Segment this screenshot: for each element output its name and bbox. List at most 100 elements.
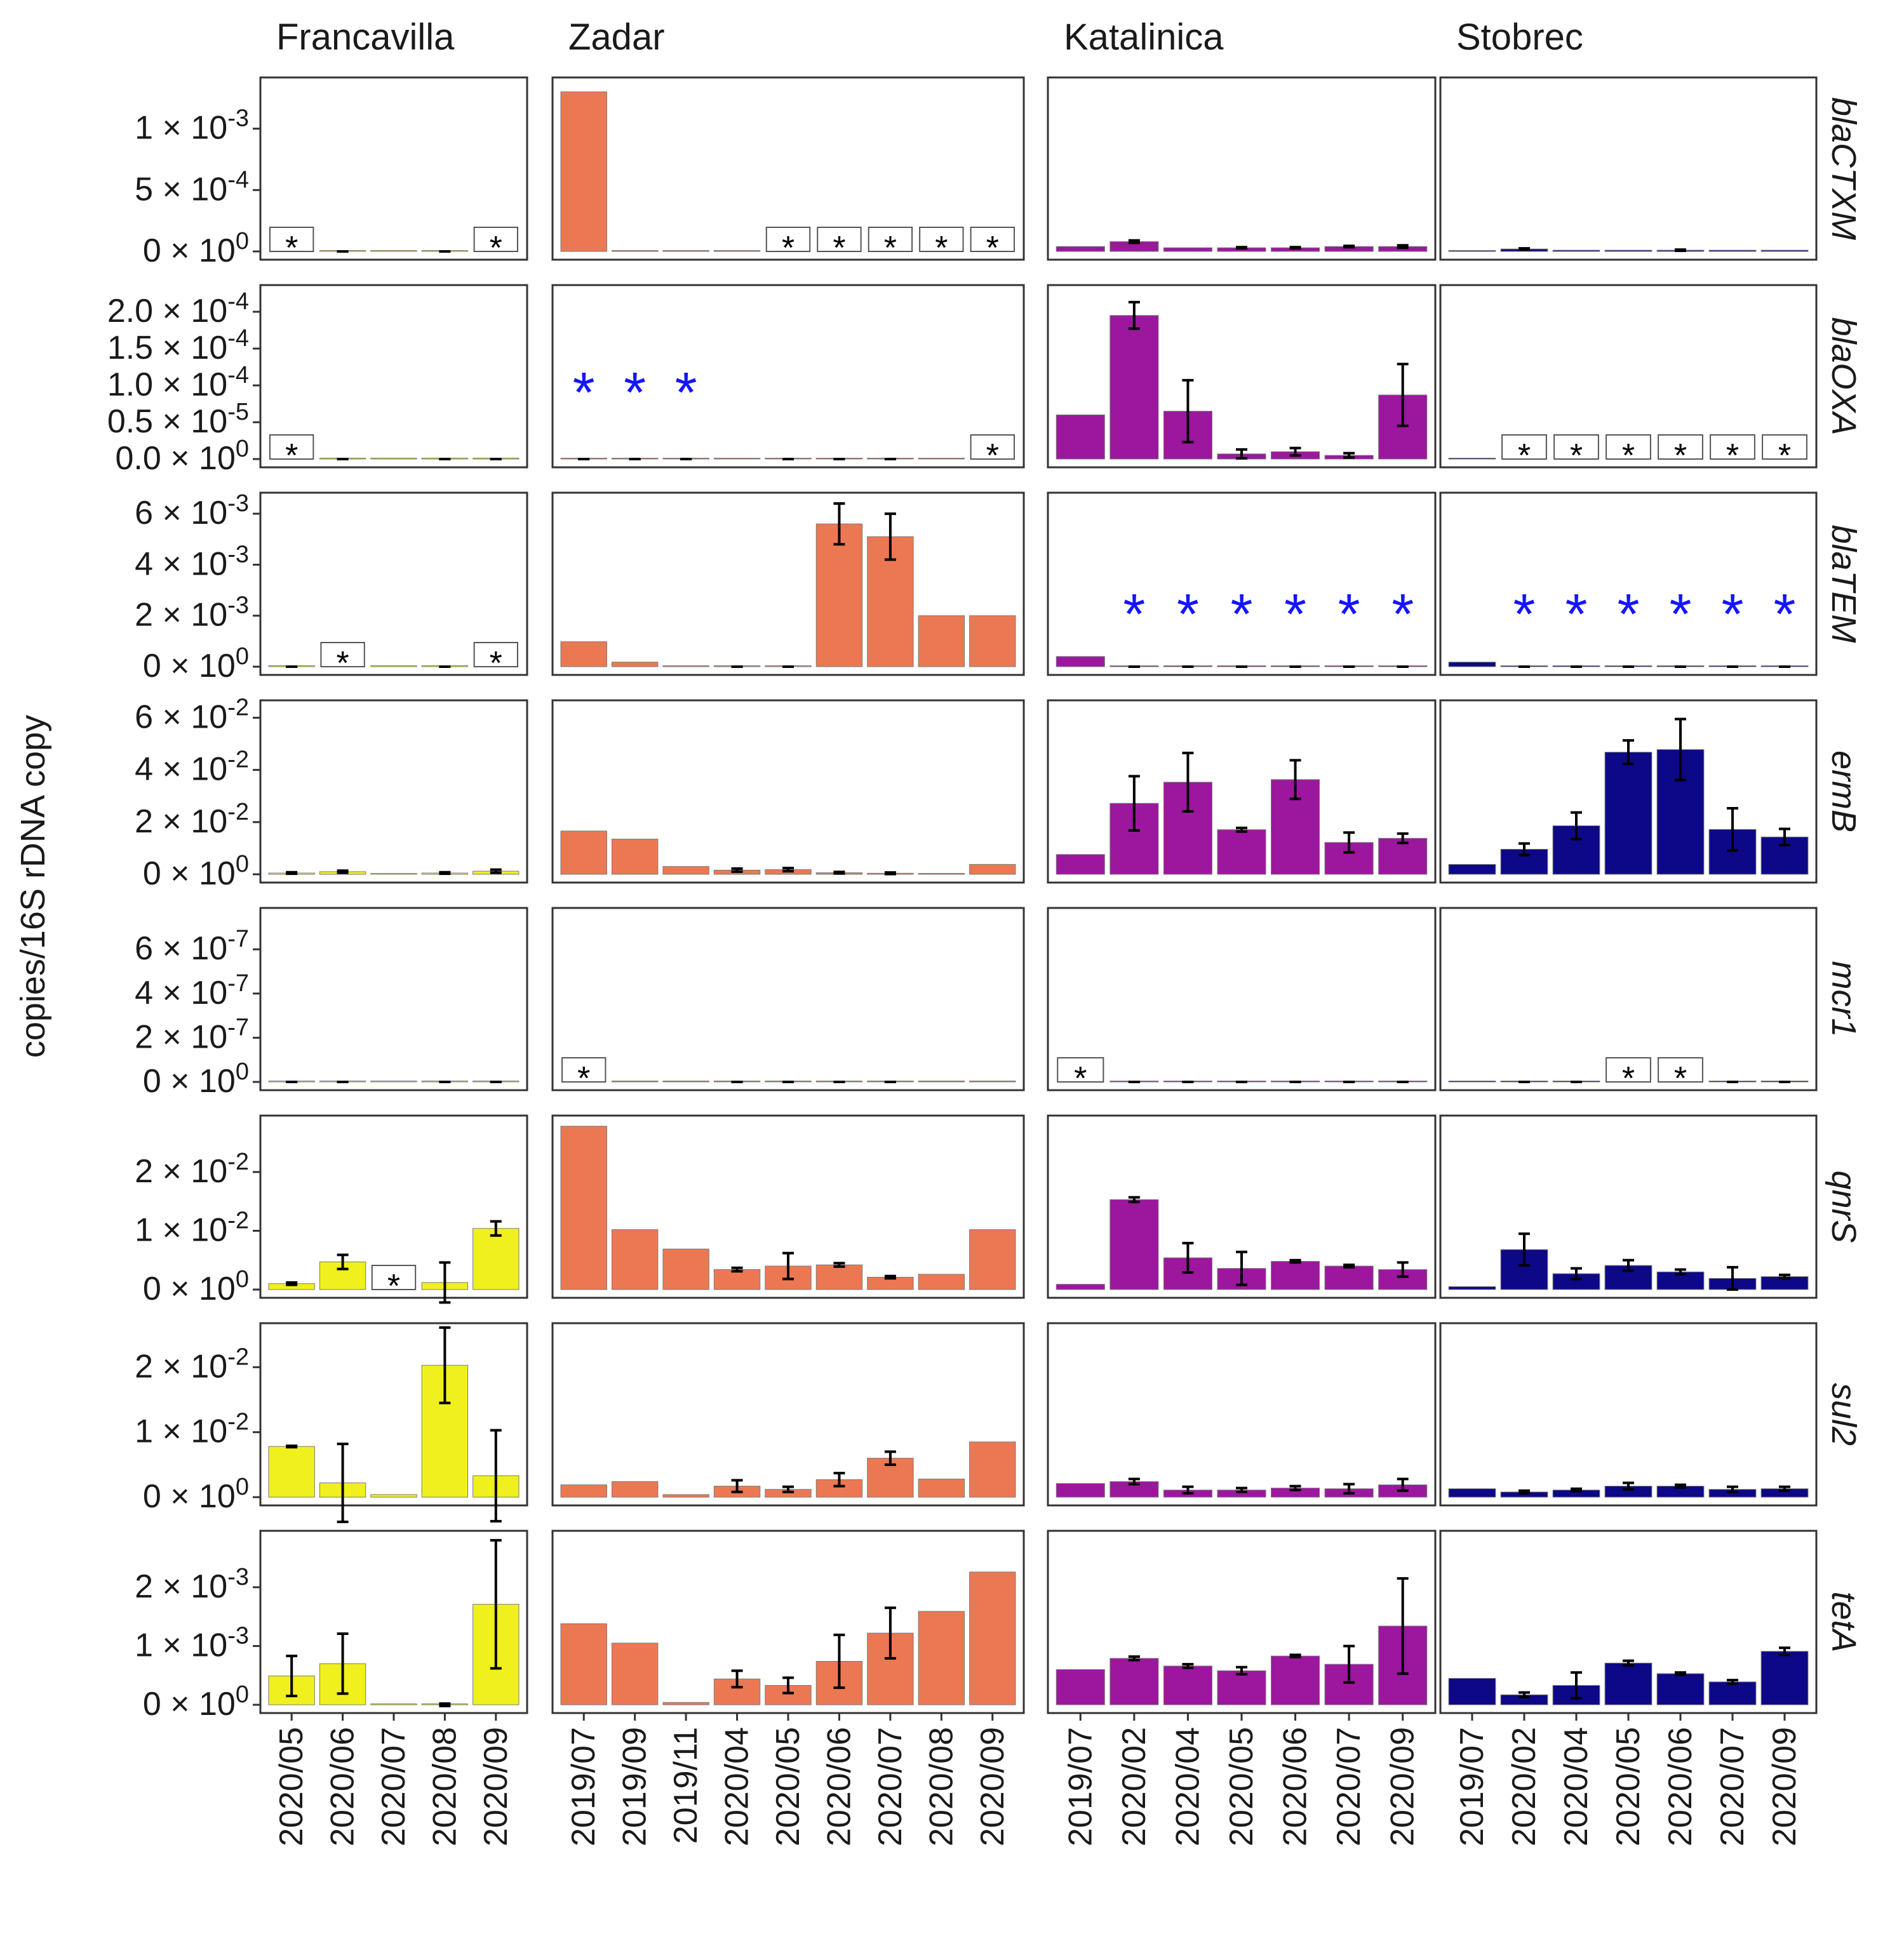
y-tick-label: 2 × 10-2	[135, 1344, 249, 1385]
x-tick-label: 2019/09	[617, 1727, 654, 1846]
bar	[560, 91, 607, 252]
gene-label-ermB: ermB	[1825, 750, 1863, 832]
panel-ermB-zadar	[551, 699, 1025, 884]
y-tick-label: 0 × 100	[143, 1266, 249, 1307]
panel-tetA-katalinica: 2019/07 2020/02 2020/04 2020/05 2020/06 2020/…	[1047, 1530, 1437, 1846]
panel-mcr1-stobrec: * *	[1439, 907, 1818, 1097]
panel-frame	[1047, 76, 1437, 261]
bar	[815, 1264, 863, 1290]
bar	[1056, 656, 1105, 667]
y-tick-label: 5 × 10-4	[135, 166, 249, 208]
bar	[713, 458, 761, 460]
bar	[611, 250, 659, 252]
y-tick-label: 6 × 10-3	[135, 490, 249, 531]
y-axis-title: copies/16S rDNA copy	[14, 715, 52, 1058]
panel-frame	[1047, 491, 1437, 676]
x-tick-label: 2020/02	[1506, 1727, 1543, 1846]
x-tick-label: 2020/06	[821, 1727, 857, 1846]
not-detected-asterisk: *	[884, 230, 897, 267]
not-detected-asterisk: *	[336, 645, 349, 682]
y-tick-label: 2 × 10-2	[135, 1149, 249, 1190]
not-detected-asterisk: *	[285, 437, 298, 474]
x-tick-label: 2020/06	[1662, 1727, 1699, 1846]
panel-frame	[1439, 76, 1818, 261]
bar	[815, 523, 863, 667]
bar	[662, 250, 709, 252]
x-tick-label: 2019/07	[565, 1727, 602, 1846]
not-detected-box	[817, 227, 862, 252]
bar	[560, 1623, 607, 1705]
bar	[918, 1081, 965, 1083]
panel-frame	[551, 907, 1025, 1091]
not-detected-box	[1710, 434, 1755, 460]
below-loq-asterisk: *	[1177, 583, 1199, 646]
bar	[1378, 837, 1428, 875]
not-detected-box	[1606, 434, 1651, 460]
site-label-katalinica: Katalinica	[1064, 17, 1224, 58]
bar	[370, 250, 417, 252]
not-detected-asterisk: *	[1778, 437, 1791, 474]
bar	[713, 250, 761, 252]
bar	[1056, 1669, 1105, 1705]
y-tick-label: 4 × 10-2	[135, 747, 249, 788]
y-tick-label: 0 × 100	[143, 1681, 249, 1723]
gene-row-ermB: 6 × 10-2 4 × 10-2 2 × 10-2 0 × 100 ermB	[135, 694, 1863, 892]
bar	[1110, 1481, 1159, 1498]
panel-ermB-francavilla	[259, 699, 528, 884]
not-detected-box	[269, 434, 314, 460]
bar	[560, 1484, 607, 1498]
gene-label-mcr1: mcr1	[1825, 961, 1863, 1037]
bar	[1708, 250, 1757, 252]
bar	[1604, 752, 1653, 875]
gene-label-blaCTXM: blaCTXM	[1825, 97, 1863, 240]
panel-mcr1-francavilla	[259, 907, 528, 1091]
below-loq-asterisk: *	[1669, 583, 1691, 646]
y-tick-label: 1.0 × 10-4	[107, 362, 249, 403]
bar	[969, 1081, 1016, 1083]
y-tick-label: 2 × 10-2	[135, 799, 249, 840]
panel-qnrS-zadar	[551, 1114, 1025, 1299]
x-tick-label: 2020/07	[1714, 1727, 1751, 1846]
panel-frame	[551, 1322, 1025, 1507]
x-tick-label: 2020/07	[872, 1727, 909, 1846]
x-tick-label: 2019/07	[1062, 1727, 1099, 1846]
panel-frame	[551, 699, 1025, 884]
y-tick-label: 2 × 10-7	[135, 1014, 249, 1055]
gene-label-blaOXA: blaOXA	[1825, 317, 1863, 435]
y-tick-label: 2.0 × 10-4	[107, 288, 249, 330]
panel-sul2-katalinica	[1047, 1322, 1437, 1507]
panel-blaCTXM-francavilla: * *	[259, 76, 528, 267]
gene-label-sul2: sul2	[1825, 1383, 1863, 1446]
not-detected-box	[1606, 1057, 1651, 1083]
bar	[1056, 1284, 1105, 1290]
bar	[560, 830, 607, 875]
y-tick-label: 0.5 × 10-5	[107, 399, 249, 440]
below-loq-asterisk: *	[1721, 583, 1743, 646]
panel-ermB-stobrec	[1439, 699, 1818, 884]
bar	[1163, 1665, 1212, 1705]
y-tick-label: 4 × 10-7	[135, 970, 249, 1011]
bar	[918, 458, 965, 460]
y-tick-label: 4 × 10-3	[135, 541, 249, 582]
y-tick-label: 0.0 × 100	[115, 436, 249, 477]
bar	[370, 873, 417, 875]
x-tick-label: 2020/05	[1223, 1727, 1260, 1846]
bar	[611, 839, 659, 875]
bar	[969, 864, 1016, 875]
bar	[969, 1229, 1016, 1290]
bar	[611, 1643, 659, 1705]
below-loq-asterisk: *	[1513, 583, 1535, 646]
panel-blaTEM-francavilla: * *	[259, 491, 528, 682]
x-tick-label: 2020/09	[1766, 1727, 1803, 1846]
bar	[370, 1081, 417, 1083]
panel-frame	[259, 699, 528, 884]
x-tick-label: 2020/05	[273, 1727, 310, 1846]
site-label-stobrec: Stobrec	[1456, 17, 1583, 58]
y-tick-label: 2 × 10-3	[135, 1564, 249, 1605]
bar	[662, 1702, 709, 1705]
bar	[1448, 1677, 1496, 1705]
not-detected-asterisk: *	[986, 437, 999, 474]
